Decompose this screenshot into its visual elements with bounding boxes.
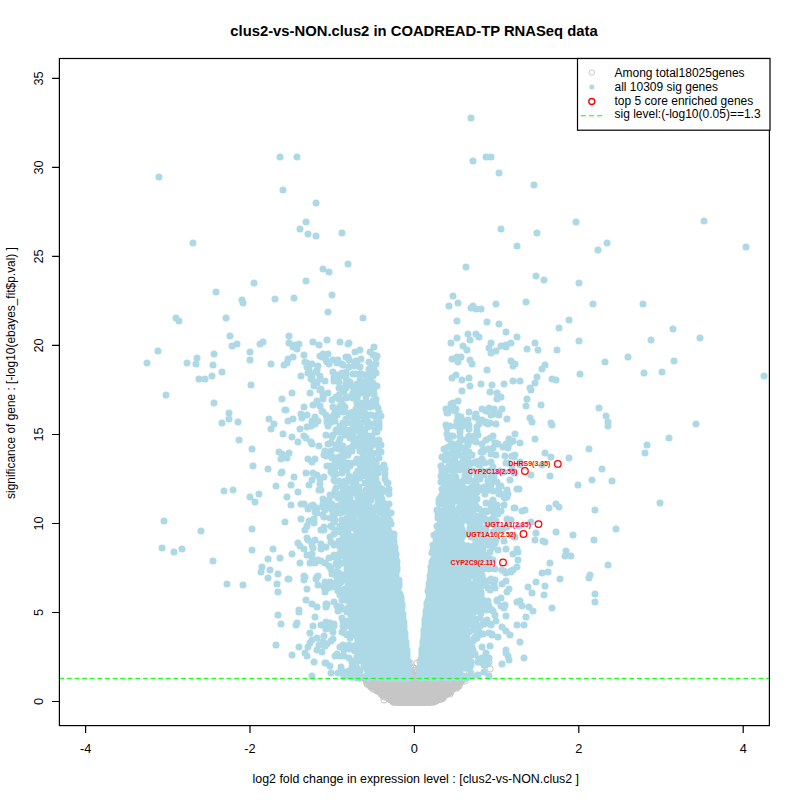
svg-text:significance of gene : [-log10: significance of gene : [-log10(ebayes_fi… bbox=[4, 247, 18, 499]
svg-text:25: 25 bbox=[31, 249, 46, 263]
svg-text:15: 15 bbox=[31, 427, 46, 441]
svg-text:CYP2C9(2.11): CYP2C9(2.11) bbox=[450, 559, 495, 567]
svg-text:Among total18025genes: Among total18025genes bbox=[615, 66, 745, 80]
svg-text:-4: -4 bbox=[80, 741, 91, 756]
svg-text:UGT1A1(2.85): UGT1A1(2.85) bbox=[485, 521, 531, 529]
svg-text:sig level:(-log10(0.05)==1.3: sig level:(-log10(0.05)==1.3 bbox=[615, 107, 761, 121]
svg-text:-2: -2 bbox=[244, 741, 255, 756]
svg-text:clus2-vs-NON.clus2 in COADREAD: clus2-vs-NON.clus2 in COADREAD-TP RNASeq… bbox=[230, 23, 598, 39]
svg-text:log2 fold change in expression: log2 fold change in expression level : [… bbox=[253, 772, 579, 786]
svg-text:0: 0 bbox=[411, 741, 418, 756]
svg-text:CYP2C18(2.55): CYP2C18(2.55) bbox=[468, 468, 517, 476]
svg-text:10: 10 bbox=[31, 516, 46, 530]
svg-text:20: 20 bbox=[31, 338, 46, 352]
svg-text:30: 30 bbox=[31, 160, 46, 174]
svg-text:UGT1A10(2.52): UGT1A10(2.52) bbox=[466, 531, 516, 539]
svg-text:2: 2 bbox=[575, 741, 582, 756]
svg-text:top 5 core enriched genes: top 5 core enriched genes bbox=[615, 94, 754, 108]
svg-text:4: 4 bbox=[740, 741, 747, 756]
svg-text:0: 0 bbox=[31, 698, 46, 705]
svg-text:35: 35 bbox=[31, 71, 46, 85]
svg-text:5: 5 bbox=[31, 609, 46, 616]
svg-text:all 10309 sig genes: all 10309 sig genes bbox=[615, 80, 718, 94]
